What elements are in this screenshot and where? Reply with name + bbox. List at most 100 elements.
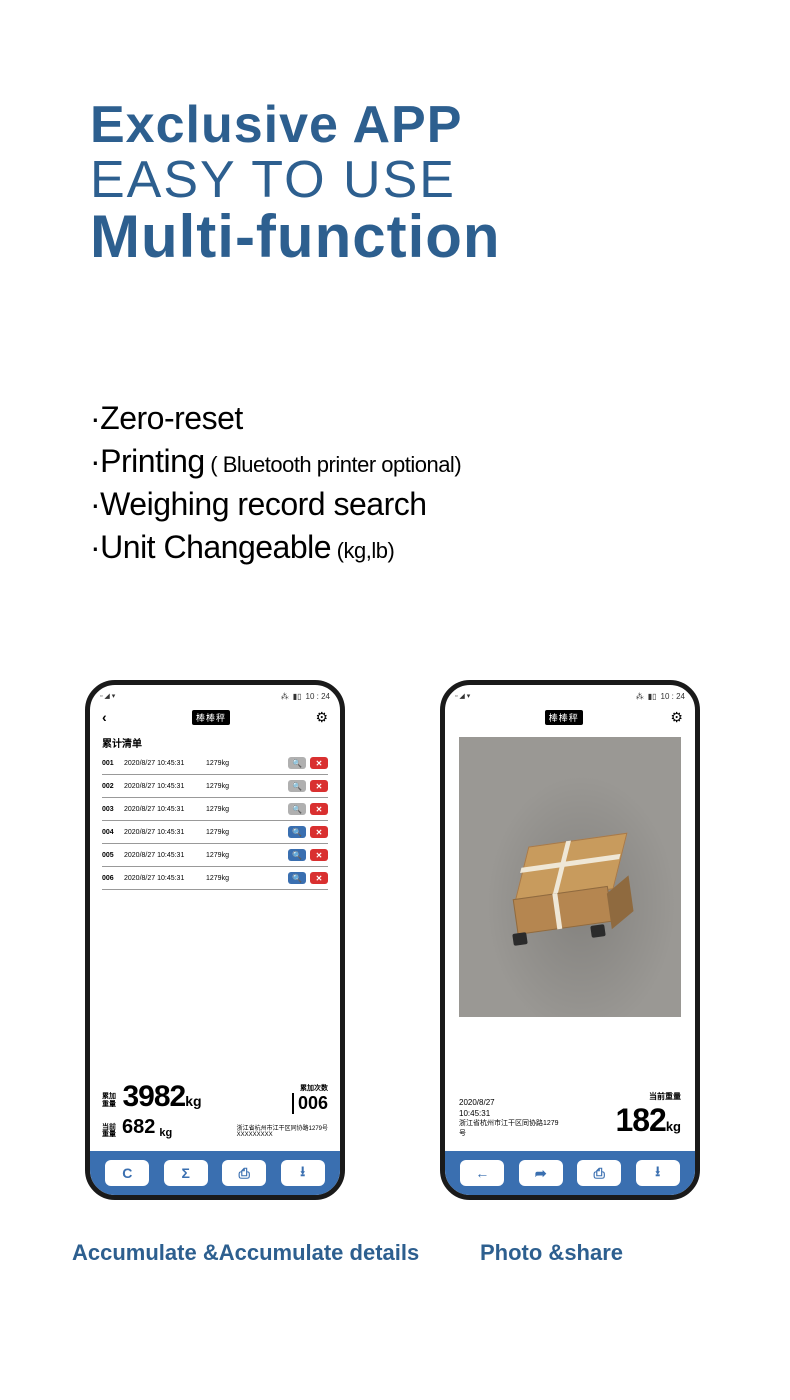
- totals-block: 累加重量 3982kg 累加次数 006 当前重量 682kg 浙江省杭州市江干…: [102, 1080, 328, 1139]
- battery-icon: ▮▯: [293, 692, 302, 701]
- bottom-bar: ← ➦ ⎙ ⭳: [445, 1151, 695, 1195]
- signal-icons: ▫ ◢ ▾: [455, 692, 470, 700]
- feature-item: ·Unit Changeable (kg,lb): [90, 529, 461, 566]
- phone-mockup-accumulate: ▫ ◢ ▾ ⁂ ▮▯ 10 : 24 ‹ 棒棒秤 ⚙ 累计清单 001 2020…: [85, 680, 345, 1200]
- current-unit: kg: [159, 1127, 172, 1139]
- battery-icon: ▮▯: [648, 692, 657, 701]
- record-weight: 1279kg: [206, 829, 238, 836]
- delete-icon[interactable]: ✕: [310, 849, 328, 861]
- share-button[interactable]: ➦: [519, 1160, 563, 1186]
- feature-sub: ( Bluetooth printer optional): [205, 452, 462, 477]
- back-icon[interactable]: ‹: [102, 709, 107, 725]
- caption-left: Accumulate &Accumulate details: [72, 1240, 419, 1266]
- save-button[interactable]: ⭳: [636, 1160, 680, 1186]
- record-row: 001 2020/8/27 10:45:31 1279kg 🔍 ✕: [102, 752, 328, 775]
- record-row: 005 2020/8/27 10:45:31 1279kg 🔍 ✕: [102, 844, 328, 867]
- app-logo: 棒棒秤: [545, 710, 583, 725]
- feature-text: ·Zero-reset: [90, 400, 243, 436]
- feature-text: ·Weighing record search: [90, 486, 427, 522]
- count-value: 006: [292, 1093, 328, 1114]
- record-datetime: 2020/8/27 10:45:31: [124, 806, 202, 813]
- gear-icon[interactable]: ⚙: [315, 709, 328, 726]
- record-datetime: 2020/8/27 10:45:31: [124, 829, 202, 836]
- list-title: 累计清单: [90, 731, 340, 752]
- view-icon[interactable]: 🔍: [288, 780, 306, 792]
- current-value: 682: [122, 1116, 155, 1139]
- address-text: 浙江省杭州市江干区同协路1279号 XXXXXXXXX: [237, 1126, 328, 1139]
- current-label: 当前重量: [102, 1124, 118, 1139]
- accum-unit: kg: [185, 1093, 201, 1109]
- caption-right: Photo &share: [480, 1240, 623, 1266]
- record-datetime: 2020/8/27 10:45:31: [124, 875, 202, 882]
- save-button[interactable]: ⭳: [281, 1160, 325, 1186]
- count-label: 累加次数: [292, 1083, 328, 1093]
- delete-icon[interactable]: ✕: [310, 826, 328, 838]
- bluetooth-icon: ⁂: [636, 692, 644, 701]
- feature-text: ·Unit Changeable: [90, 529, 331, 565]
- back-button[interactable]: ←: [460, 1160, 504, 1186]
- feature-item: ·Zero-reset: [90, 400, 461, 437]
- photo-preview: [459, 737, 681, 1017]
- feature-text: ·Printing: [90, 443, 205, 479]
- record-weight: 1279kg: [206, 875, 238, 882]
- app-bar: ‹ 棒棒秤 ⚙: [90, 703, 340, 731]
- record-index: 006: [102, 875, 120, 882]
- view-icon[interactable]: 🔍: [288, 872, 306, 884]
- record-row: 006 2020/8/27 10:45:31 1279kg 🔍 ✕: [102, 867, 328, 890]
- feature-item: ·Printing ( Bluetooth printer optional): [90, 443, 461, 480]
- headline-line1: Exclusive APP: [90, 95, 501, 155]
- bottom-bar: C Σ ⎙ ⭳: [90, 1151, 340, 1195]
- accum-label: 累加重量: [102, 1093, 118, 1108]
- address-line: 浙江省杭州市江干区同协路1279号: [237, 1126, 328, 1133]
- view-icon[interactable]: 🔍: [288, 803, 306, 815]
- view-icon[interactable]: 🔍: [288, 849, 306, 861]
- record-weight: 1279kg: [206, 783, 238, 790]
- bluetooth-icon: ⁂: [281, 692, 289, 701]
- status-time: 10 : 24: [661, 692, 685, 701]
- gear-icon[interactable]: ⚙: [670, 709, 683, 726]
- record-index: 001: [102, 760, 120, 767]
- view-icon[interactable]: 🔍: [288, 826, 306, 838]
- weight-unit: kg: [666, 1119, 681, 1134]
- photo-meta: 2020/8/27 10:45:31 浙江省杭州市江干区同协路1279号 当前重…: [459, 1091, 681, 1139]
- delete-icon[interactable]: ✕: [310, 780, 328, 792]
- phone-mockup-photo: ▫ ◢ ▾ ⁂ ▮▯ 10 : 24 棒棒秤 ⚙ 2020/8/27 10:45…: [440, 680, 700, 1200]
- record-row: 002 2020/8/27 10:45:31 1279kg 🔍 ✕: [102, 775, 328, 798]
- weight-label: 当前重量: [615, 1091, 681, 1102]
- photo-date: 2020/8/27: [459, 1097, 559, 1108]
- accum-value: 3982: [122, 1080, 185, 1113]
- record-weight: 1279kg: [206, 806, 238, 813]
- print-button[interactable]: ⎙: [222, 1160, 266, 1186]
- photo-address: 浙江省杭州市江干区同协路1279号: [459, 1119, 559, 1139]
- delete-icon[interactable]: ✕: [310, 803, 328, 815]
- photo-time: 10:45:31: [459, 1108, 559, 1119]
- status-right: ⁂ ▮▯ 10 : 24: [281, 692, 330, 701]
- delete-icon[interactable]: ✕: [310, 872, 328, 884]
- status-time: 10 : 24: [306, 692, 330, 701]
- record-datetime: 2020/8/27 10:45:31: [124, 783, 202, 790]
- record-datetime: 2020/8/27 10:45:31: [124, 852, 202, 859]
- status-bar: ▫ ◢ ▾ ⁂ ▮▯ 10 : 24: [90, 685, 340, 703]
- headline-block: Exclusive APP EASY TO USE Multi-function: [90, 95, 501, 271]
- record-index: 003: [102, 806, 120, 813]
- package-box-illustration: [512, 834, 631, 932]
- record-index: 005: [102, 852, 120, 859]
- headline-line2: EASY TO USE: [90, 150, 501, 210]
- headline-line3: Multi-function: [90, 202, 501, 271]
- record-weight: 1279kg: [206, 852, 238, 859]
- signal-icons: ▫ ◢ ▾: [100, 692, 115, 700]
- app-bar: 棒棒秤 ⚙: [445, 703, 695, 731]
- feature-list: ·Zero-reset ·Printing ( Bluetooth printe…: [90, 400, 461, 572]
- print-button[interactable]: ⎙: [577, 1160, 621, 1186]
- delete-icon[interactable]: ✕: [310, 757, 328, 769]
- record-datetime: 2020/8/27 10:45:31: [124, 760, 202, 767]
- record-index: 004: [102, 829, 120, 836]
- record-index: 002: [102, 783, 120, 790]
- view-icon[interactable]: 🔍: [288, 757, 306, 769]
- status-bar: ▫ ◢ ▾ ⁂ ▮▯ 10 : 24: [445, 685, 695, 703]
- feature-sub: (kg,lb): [331, 538, 394, 563]
- sum-button[interactable]: Σ: [164, 1160, 208, 1186]
- weight-value: 182: [615, 1102, 665, 1138]
- clear-button[interactable]: C: [105, 1160, 149, 1186]
- record-list: 001 2020/8/27 10:45:31 1279kg 🔍 ✕ 002 20…: [90, 752, 340, 890]
